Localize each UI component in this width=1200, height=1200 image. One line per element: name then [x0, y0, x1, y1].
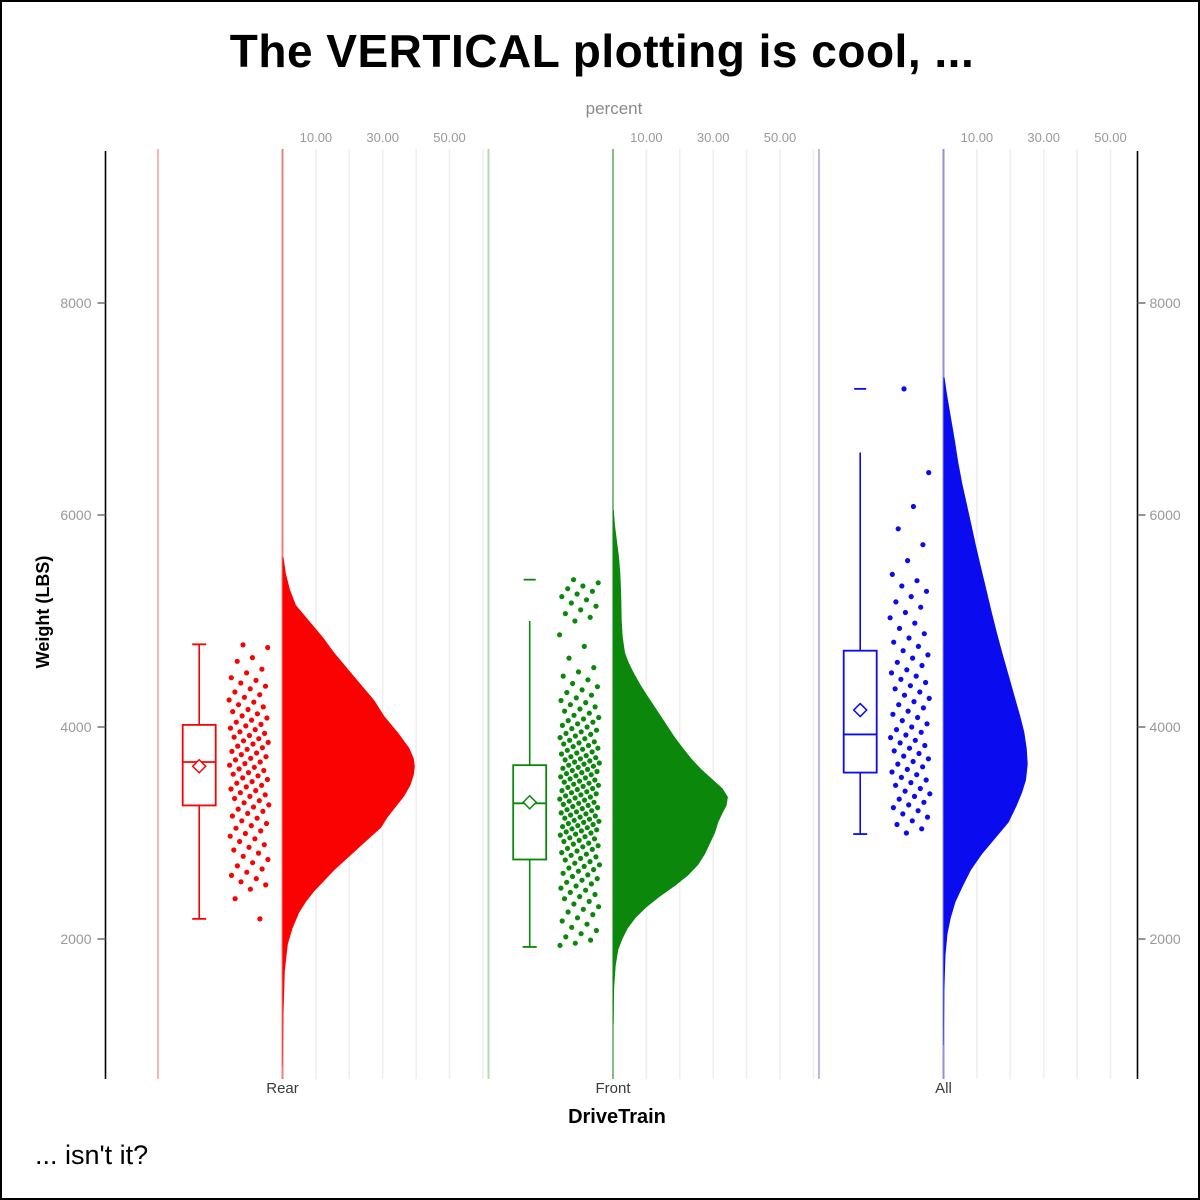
violin-front — [613, 509, 728, 1024]
violin-all — [943, 377, 1028, 1045]
right-tick-label: 2000 — [1150, 931, 1181, 947]
right-tick-label: 8000 — [1150, 295, 1181, 311]
top-tick-label: 10.00 — [300, 130, 333, 145]
axis-labels: 10.00 30.00 50.00 Rear 10.00 30.00 50.00 Front 1… — [60, 130, 1181, 1097]
box-plot-front — [512, 578, 548, 948]
strip-points — [226, 386, 933, 949]
left-tick-label: 4000 — [60, 719, 91, 735]
top-tick-label: 30.00 — [697, 130, 730, 145]
category-label-rear: Rear — [266, 1080, 299, 1097]
top-tick-label: 10.00 — [630, 130, 663, 145]
chart-title: The VERTICAL plotting is cool, ... — [229, 25, 975, 77]
strip-points-front — [557, 577, 603, 949]
mean-diamond — [191, 758, 207, 774]
axes — [97, 151, 1146, 1079]
right-tick-label: 6000 — [1150, 507, 1181, 523]
top-tick-label: 50.00 — [433, 130, 466, 145]
category-label-all: All — [935, 1080, 952, 1097]
y-axis-title: Weight (LBS) — [33, 556, 53, 669]
violins — [282, 377, 1028, 1067]
mean-diamond — [522, 794, 538, 810]
top-tick-label: 30.00 — [366, 130, 399, 145]
category-label-front: Front — [595, 1080, 631, 1097]
top-tick-label: 10.00 — [961, 130, 994, 145]
top-tick-label: 30.00 — [1027, 130, 1060, 145]
box-plot-rear — [181, 643, 217, 920]
violin-rear — [282, 557, 415, 1067]
left-tick-label: 8000 — [60, 295, 91, 311]
box-plots — [181, 387, 878, 948]
box-plot-all — [842, 387, 878, 835]
top-axis-title: percent — [585, 99, 643, 118]
left-tick-label: 6000 — [60, 507, 91, 523]
mean-diamond — [852, 702, 868, 718]
top-tick-label: 50.00 — [1094, 130, 1127, 145]
top-tick-label: 50.00 — [764, 130, 797, 145]
box — [512, 764, 548, 861]
right-tick-label: 4000 — [1150, 719, 1181, 735]
footnote: ... isn't it? — [35, 1140, 149, 1170]
strip-points-all — [887, 386, 933, 836]
strip-points-rear — [226, 642, 272, 922]
x-axis-title: DriveTrain — [568, 1106, 666, 1128]
left-tick-label: 2000 — [60, 931, 91, 947]
